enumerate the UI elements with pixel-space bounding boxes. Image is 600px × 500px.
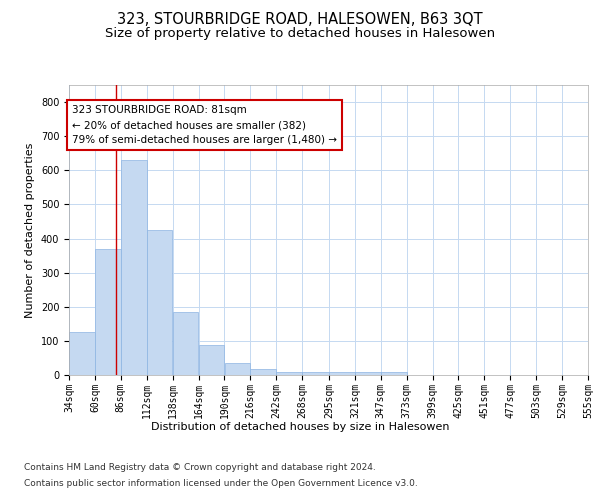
Bar (69, 332, 95, 375)
Bar (199, 345, 224, 375)
Bar (329, 372, 355, 375)
Bar (381, 372, 407, 375)
Bar (355, 372, 380, 375)
Text: Contains public sector information licensed under the Open Government Licence v3: Contains public sector information licen… (24, 478, 418, 488)
Bar (277, 372, 302, 375)
Text: Contains HM Land Registry data © Crown copyright and database right 2024.: Contains HM Land Registry data © Crown c… (24, 462, 376, 471)
Text: 323, STOURBRIDGE ROAD, HALESOWEN, B63 3QT: 323, STOURBRIDGE ROAD, HALESOWEN, B63 3Q… (117, 12, 483, 28)
Bar (302, 372, 329, 375)
Bar (147, 230, 172, 375)
Text: 323 STOURBRIDGE ROAD: 81sqm
← 20% of detached houses are smaller (382)
79% of se: 323 STOURBRIDGE ROAD: 81sqm ← 20% of det… (72, 106, 337, 145)
Text: Distribution of detached houses by size in Halesowen: Distribution of detached houses by size … (151, 422, 449, 432)
Y-axis label: Number of detached properties: Number of detached properties (25, 142, 35, 318)
Bar (250, 369, 276, 375)
Bar (224, 363, 250, 375)
Bar (121, 160, 146, 375)
Text: Size of property relative to detached houses in Halesowen: Size of property relative to detached ho… (105, 28, 495, 40)
Bar (173, 312, 199, 375)
Bar (95, 249, 121, 375)
